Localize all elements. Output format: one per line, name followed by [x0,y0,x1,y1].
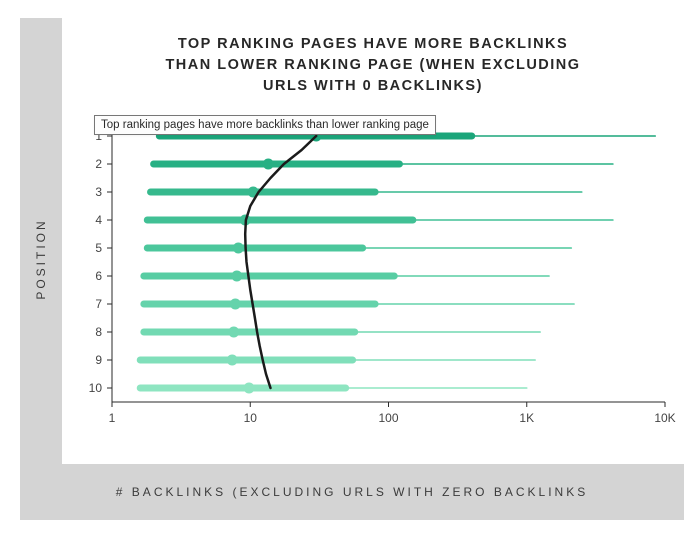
chart-title: TOP RANKING PAGES HAVE MORE BACKLINKS TH… [62,34,684,97]
y-tick-label: 3 [95,185,102,199]
y-axis-label: POSITION [34,218,48,299]
x-tick-label: 100 [378,411,398,425]
series-median-dot [227,355,238,366]
y-tick-label: 10 [89,381,103,395]
x-tick-label: 10K [654,411,675,425]
tooltip-text: Top ranking pages have more backlinks th… [101,119,429,131]
x-axis-band: # BACKLINKS (EXCLUDING URLS WITH ZERO BA… [20,464,684,520]
y-axis-band: POSITION [20,18,62,464]
series-median-dot [244,383,255,394]
title-line-1: TOP RANKING PAGES HAVE MORE BACKLINKS [178,36,568,52]
series-median-dot [231,271,242,282]
series-median-dot [230,299,241,310]
x-tick-label: 1K [519,411,534,425]
y-tick-label: 9 [95,353,102,367]
title-line-2: THAN LOWER RANKING PAGE (WHEN EXCLUDING [165,57,580,73]
y-tick-label: 5 [95,241,102,255]
plot-area: TOP RANKING PAGES HAVE MORE BACKLINKS TH… [62,18,684,464]
y-tick-label: 8 [95,325,102,339]
hover-tooltip: Top ranking pages have more backlinks th… [94,115,436,135]
title-line-3: URLS WITH 0 BACKLINKS) [263,78,483,94]
x-axis-label: # BACKLINKS (EXCLUDING URLS WITH ZERO BA… [116,485,588,499]
series-median-dot [233,243,244,254]
x-tick-label: 10 [244,411,258,425]
series-median-dot [263,159,274,170]
y-tick-label: 6 [95,269,102,283]
series-median-dot [228,327,239,338]
y-tick-label: 7 [95,297,102,311]
y-tick-label: 4 [95,213,102,227]
y-tick-label: 2 [95,157,102,171]
overlay-curve [245,136,316,388]
x-tick-label: 1 [109,411,116,425]
chart-frame: POSITION # BACKLINKS (EXCLUDING URLS WIT… [0,0,700,539]
